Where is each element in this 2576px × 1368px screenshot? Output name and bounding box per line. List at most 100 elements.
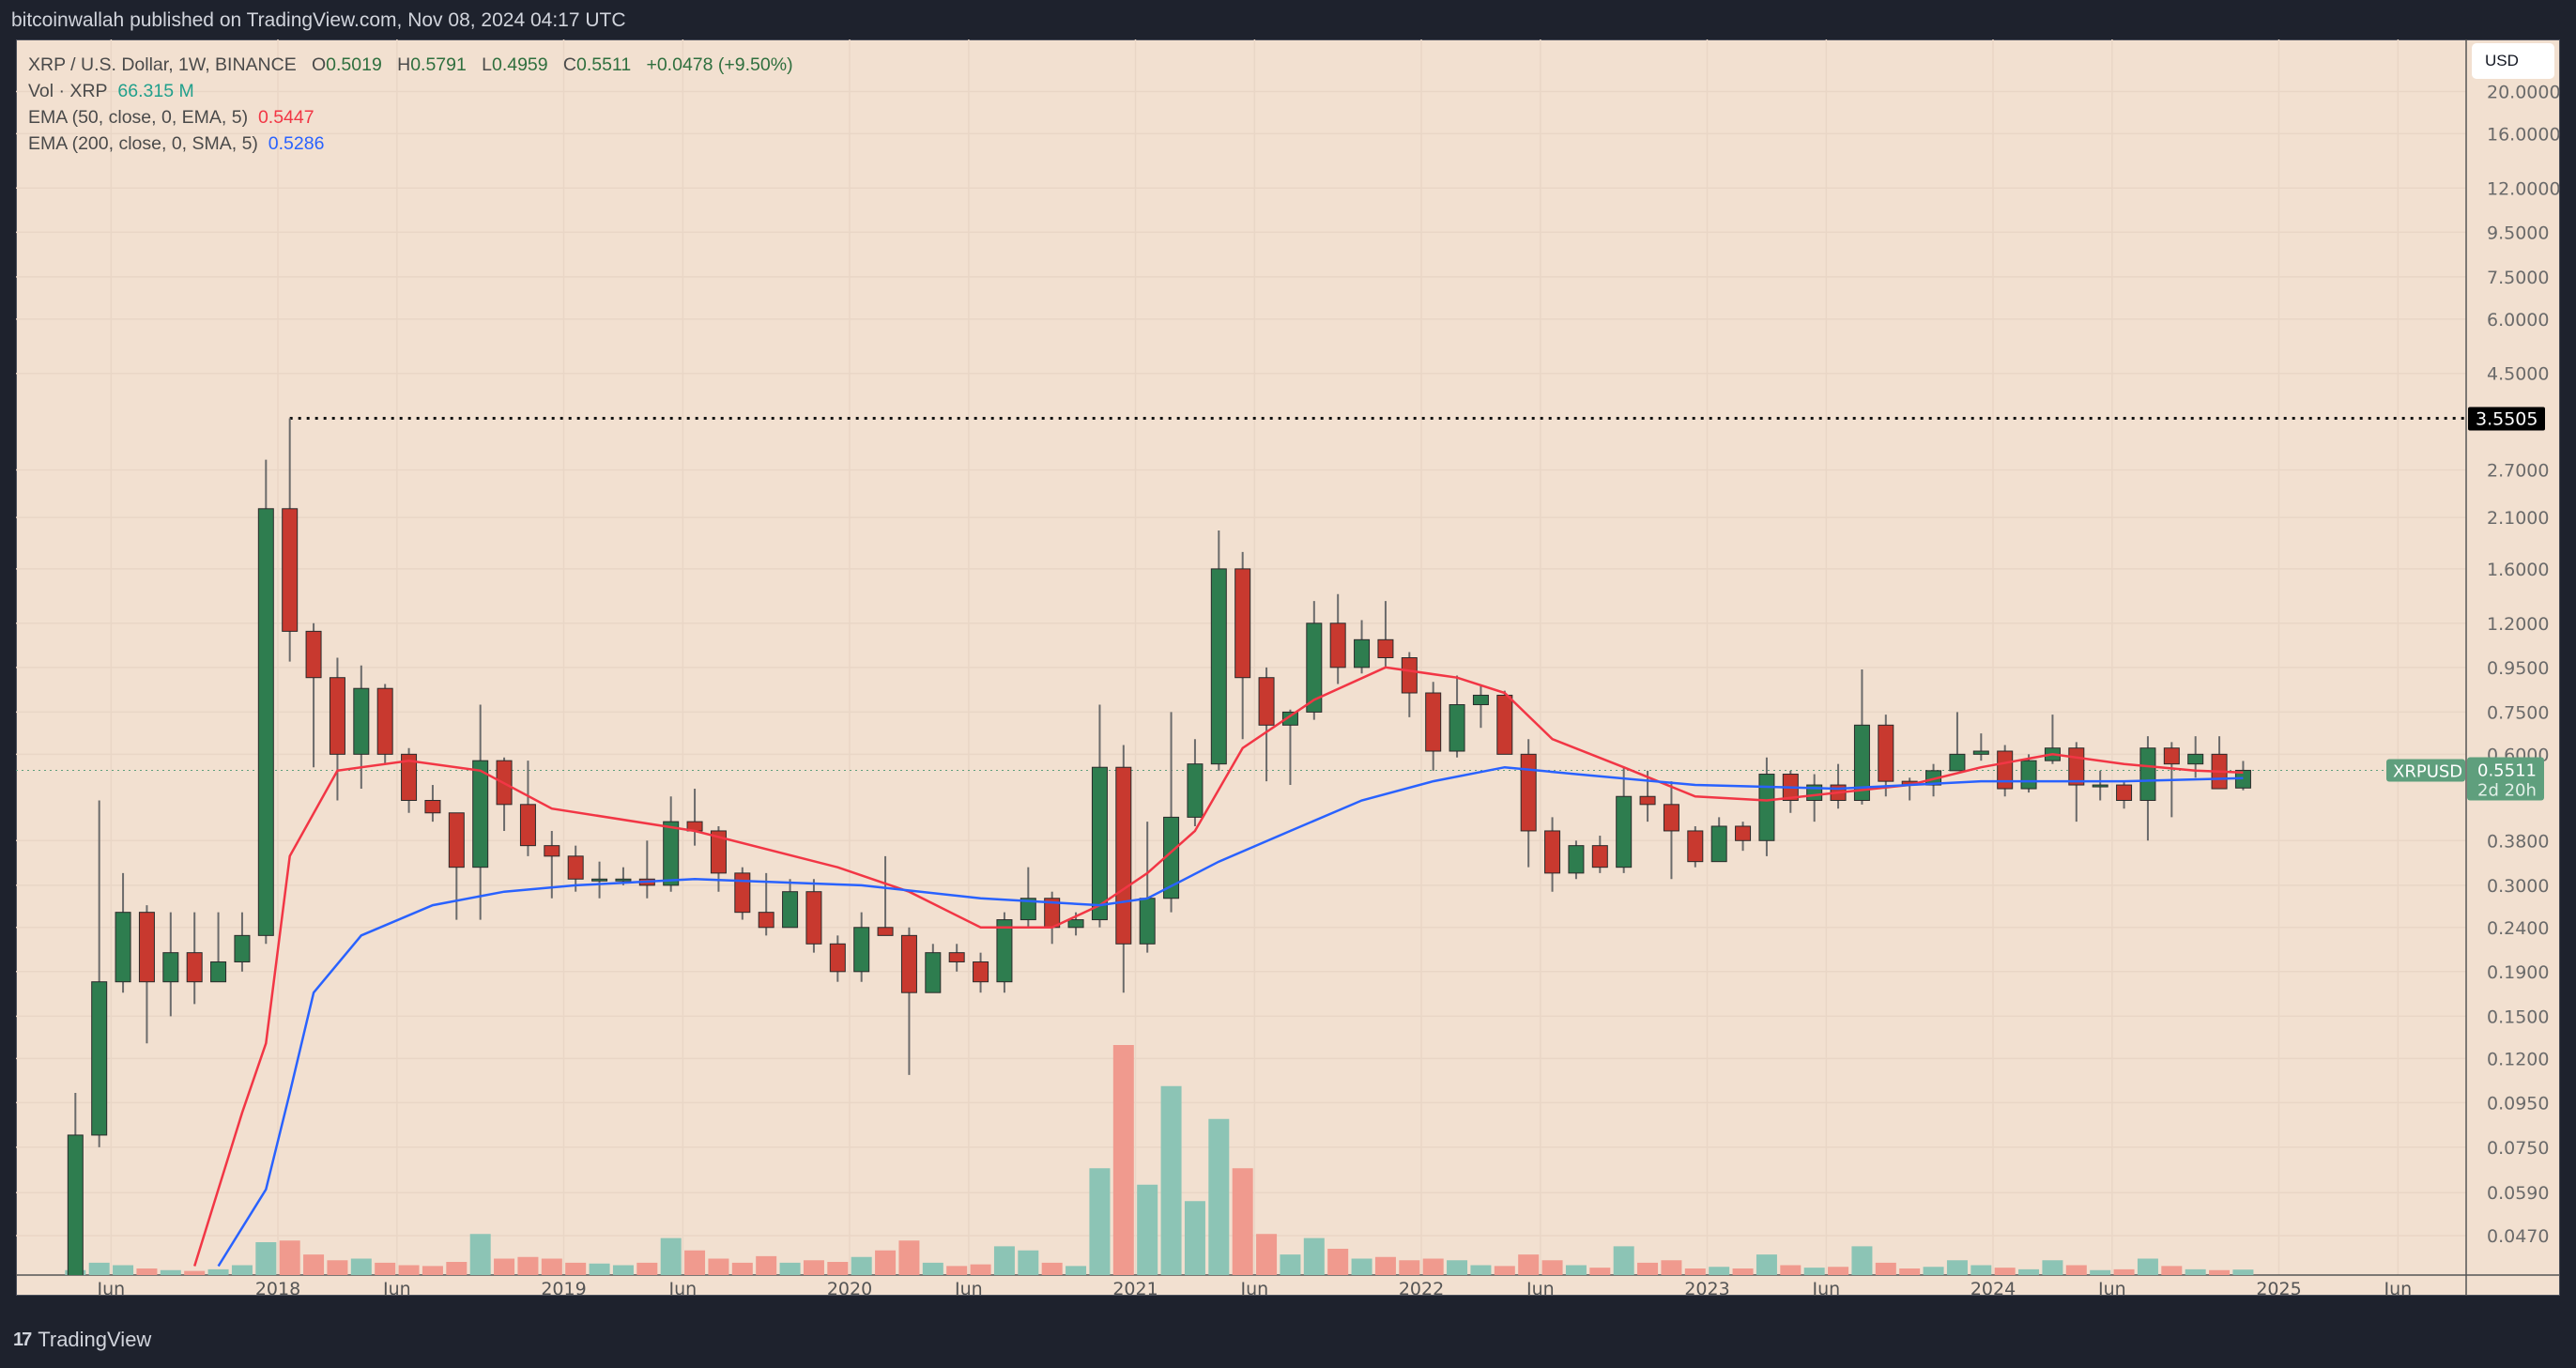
y-tick-label: 1.2000 (2487, 614, 2549, 635)
candle-body (1949, 753, 1966, 772)
candle-body (329, 677, 345, 755)
candle-body (472, 760, 489, 868)
y-tick-label: 16.0000 (2487, 124, 2560, 145)
ema50-row[interactable]: EMA (50, close, 0, EMA, 5) 0.5447 (28, 104, 793, 131)
volume-bar (1946, 1260, 1968, 1275)
volume-bar (446, 1262, 468, 1275)
candle-body (567, 855, 584, 880)
x-tick-label: Jun (954, 1279, 983, 1296)
volume-bar (255, 1242, 277, 1275)
volume-bar (422, 1266, 443, 1275)
candle-body (1115, 766, 1132, 945)
candle-body (186, 952, 203, 983)
candle-body (1710, 825, 1727, 863)
volume-bar (1327, 1249, 1349, 1275)
volume-bar (1970, 1265, 1992, 1275)
y-tick-label: 0.7500 (2487, 702, 2549, 723)
candle-body (1544, 830, 1561, 874)
candle-body (448, 812, 465, 868)
candle-body (734, 872, 751, 914)
y-tick-label: 0.3000 (2487, 876, 2549, 897)
x-tick-label: Jun (1526, 1279, 1555, 1296)
x-tick-label: 2018 (255, 1279, 300, 1296)
candle-body (1425, 692, 1442, 752)
volume-bar (612, 1265, 634, 1275)
volume-bar (1160, 1085, 1182, 1275)
low-label: L (482, 54, 492, 75)
candle-body (401, 753, 418, 801)
x-tick-label: 2021 (1112, 1279, 1158, 1296)
volume-bar (398, 1265, 420, 1275)
candle-body (2116, 784, 2133, 801)
y-tick-label: 0.3800 (2487, 831, 2549, 852)
ema50-label: EMA (50, close, 0, EMA, 5) (28, 107, 249, 128)
candle-body (1472, 694, 1489, 706)
candle-body (1281, 711, 1298, 726)
y-tick-label: 0.1900 (2487, 962, 2549, 983)
candle-body (948, 952, 965, 962)
tradingview-brand: TradingView (38, 1328, 152, 1351)
tradingview-logo[interactable]: 17 TradingView (13, 1328, 151, 1352)
candle-body (67, 1134, 84, 1275)
volume-bar (1780, 1265, 1802, 1275)
volume-bar (1470, 1265, 1492, 1275)
y-tick-label: 4.5000 (2487, 364, 2549, 385)
volume-bar (327, 1260, 348, 1275)
ema200-row[interactable]: EMA (200, close, 0, SMA, 5) 0.5286 (28, 131, 793, 157)
candle-body (1329, 623, 1346, 669)
x-tick-label: 2024 (1970, 1279, 2016, 1296)
volume-bar (184, 1270, 206, 1275)
candle-body (234, 934, 251, 962)
candle-body (1496, 694, 1513, 755)
candle-body (257, 508, 274, 936)
candle-body (138, 912, 155, 983)
candle-body (544, 845, 560, 857)
candle-body (1853, 724, 1870, 801)
volume-bar (160, 1269, 181, 1275)
candle-body (1377, 638, 1394, 659)
ath-price-text: 3.5505 (2476, 408, 2538, 429)
volume-bar (303, 1254, 325, 1275)
candle-body (1449, 704, 1465, 752)
volume-bar (922, 1262, 943, 1275)
candle-body (2020, 760, 2037, 790)
volume-bar (1399, 1260, 1420, 1275)
candle-body (2139, 747, 2156, 801)
y-tick-label: 0.0590 (2487, 1183, 2549, 1204)
ath-price-label (2468, 407, 2545, 431)
chart-legend: XRP / U.S. Dollar, 1W, BINANCE O0.5019 H… (28, 52, 793, 157)
symbol-title[interactable]: XRP / U.S. Dollar, 1W, BINANCE (28, 54, 297, 75)
candle-body (853, 927, 870, 973)
last-price-label (2467, 757, 2544, 801)
candle-body (1591, 845, 1608, 868)
volume-bar (1541, 1260, 1563, 1275)
volume-bar (350, 1258, 372, 1275)
volume-bar (2209, 1269, 2231, 1275)
candle-body (353, 687, 370, 755)
currency-button[interactable]: USD (2472, 43, 2554, 79)
candle-body (1639, 795, 1656, 806)
candle-body (1020, 898, 1036, 921)
volume-bar (1589, 1268, 1611, 1275)
volume-bar (946, 1266, 968, 1275)
price-chart[interactable]: 20.0000 16.0000 12.0000 9.5000 7.5000 6.0000 4… (16, 39, 2560, 1296)
volume-bar (2113, 1268, 2135, 1275)
candle-body (115, 912, 131, 983)
candle-body (1568, 845, 1585, 874)
x-tick-label: Jun (668, 1279, 698, 1296)
candle-body (829, 943, 846, 973)
volume-bar (875, 1250, 897, 1275)
volume-bar (1732, 1268, 1754, 1275)
candle-body (2068, 747, 2085, 786)
candle-body (1067, 919, 1084, 929)
x-tick-label: 2019 (541, 1279, 586, 1296)
candle-body (91, 981, 108, 1136)
candle-body (925, 952, 942, 993)
ema200-value: 0.5286 (268, 133, 325, 154)
volume-bar (2018, 1268, 2040, 1275)
volume-bar (1637, 1262, 1659, 1275)
volume-bar (1041, 1262, 1063, 1275)
candle-body (877, 927, 894, 936)
volume-bar (1184, 1201, 1205, 1275)
volume-row[interactable]: Vol · XRP 66.315 M (28, 78, 793, 104)
